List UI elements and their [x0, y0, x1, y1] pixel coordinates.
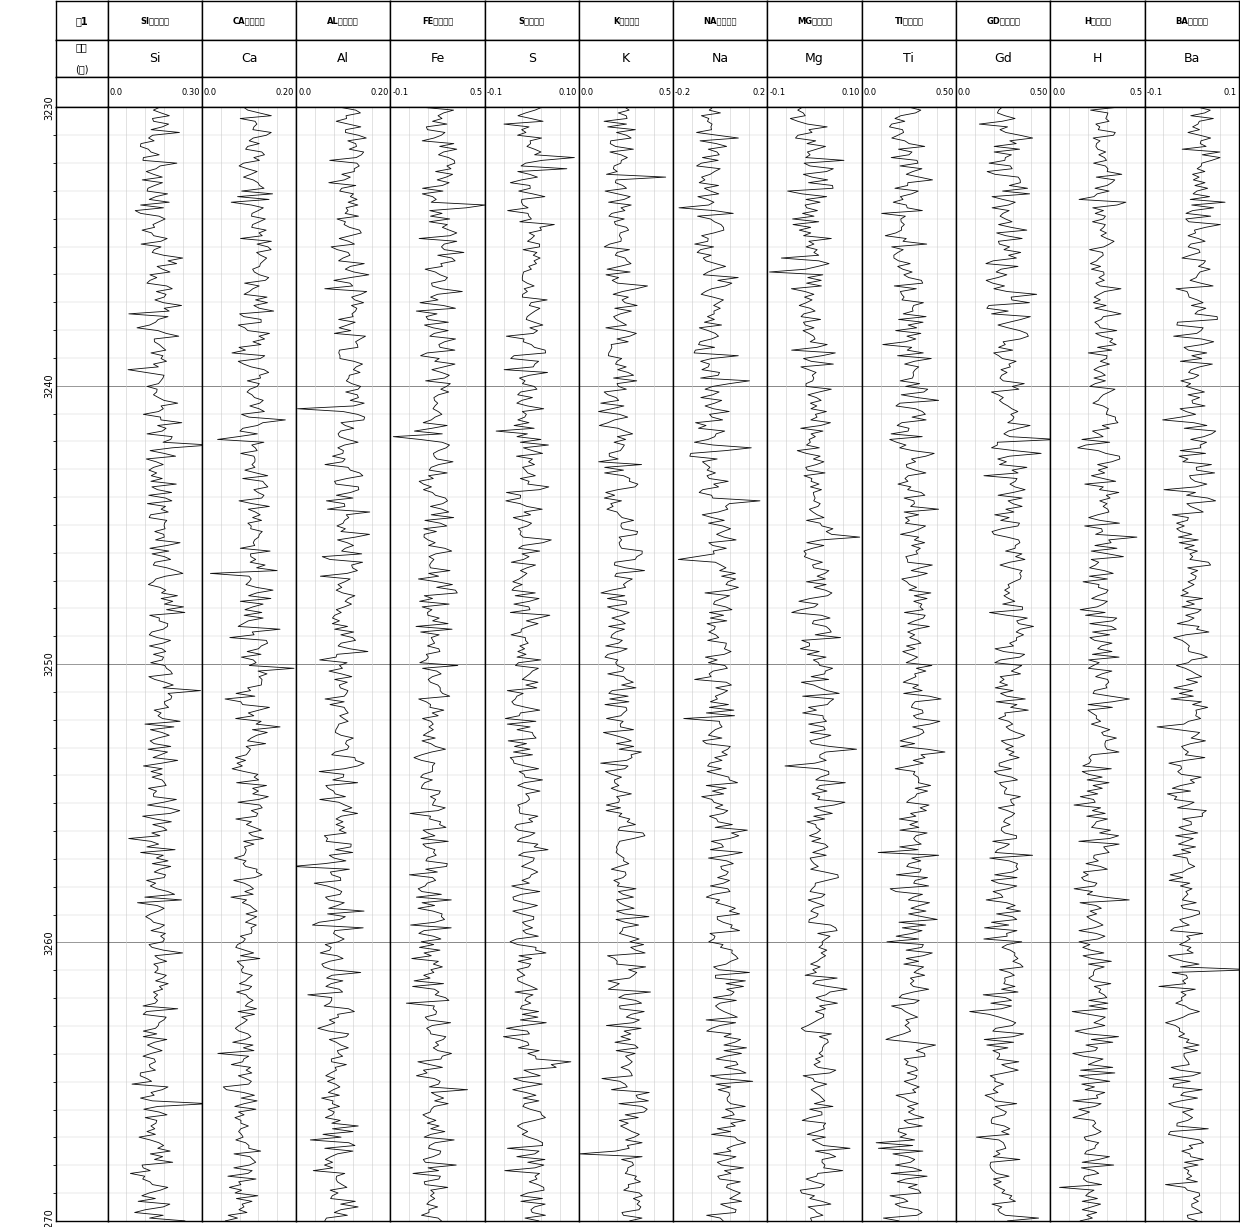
Text: 0.20: 0.20: [277, 87, 294, 97]
Text: -0.1: -0.1: [769, 87, 785, 97]
Text: 0.50: 0.50: [1030, 87, 1048, 97]
Text: Gd: Gd: [994, 52, 1012, 65]
Text: 0.0: 0.0: [298, 87, 311, 97]
Text: -0.1: -0.1: [486, 87, 502, 97]
Text: (米): (米): [74, 65, 88, 75]
Text: H元素产额: H元素产额: [1084, 16, 1111, 26]
Text: FE元素产额: FE元素产额: [422, 16, 453, 26]
Text: Fe: Fe: [430, 52, 445, 65]
Text: Na: Na: [712, 52, 729, 65]
Text: 0.10: 0.10: [842, 87, 859, 97]
Text: 0.50: 0.50: [936, 87, 954, 97]
Text: S元素产额: S元素产额: [518, 16, 544, 26]
Text: 0.0: 0.0: [957, 87, 971, 97]
Text: 0.30: 0.30: [181, 87, 200, 97]
Text: AL元素产额: AL元素产额: [327, 16, 360, 26]
Text: TI元素产额: TI元素产额: [894, 16, 924, 26]
Text: 0.2: 0.2: [753, 87, 765, 97]
Text: -0.1: -0.1: [1147, 87, 1163, 97]
Text: K元素产额: K元素产额: [613, 16, 640, 26]
Text: 0.5: 0.5: [658, 87, 671, 97]
Text: 0.5: 0.5: [470, 87, 482, 97]
Text: K: K: [622, 52, 630, 65]
Text: 道1: 道1: [76, 16, 88, 26]
Text: 深度: 深度: [76, 43, 88, 53]
Text: -0.2: -0.2: [675, 87, 691, 97]
Text: Ba: Ba: [1183, 52, 1200, 65]
Text: 0.0: 0.0: [203, 87, 217, 97]
Text: 0.10: 0.10: [559, 87, 577, 97]
Text: BA元素产额: BA元素产额: [1176, 16, 1208, 26]
Text: Mg: Mg: [805, 52, 823, 65]
Text: GD元素产额: GD元素产额: [986, 16, 1021, 26]
Text: Si: Si: [149, 52, 160, 65]
Text: 0.0: 0.0: [109, 87, 123, 97]
Text: Al: Al: [337, 52, 350, 65]
Text: MG元素产额: MG元素产额: [797, 16, 832, 26]
Text: Ca: Ca: [241, 52, 257, 65]
Text: 0.1: 0.1: [1224, 87, 1236, 97]
Text: 0.0: 0.0: [1052, 87, 1065, 97]
Text: H: H: [1092, 52, 1102, 65]
Text: SI元素产额: SI元素产额: [140, 16, 170, 26]
Text: 0.20: 0.20: [371, 87, 388, 97]
Text: Ti: Ti: [904, 52, 914, 65]
Text: -0.1: -0.1: [392, 87, 408, 97]
Text: CA元素产额: CA元素产额: [233, 16, 265, 26]
Text: NA元素产额: NA元素产额: [703, 16, 737, 26]
Text: 0.5: 0.5: [1130, 87, 1142, 97]
Text: S: S: [528, 52, 536, 65]
Text: 0.0: 0.0: [863, 87, 877, 97]
Text: 0.0: 0.0: [580, 87, 594, 97]
